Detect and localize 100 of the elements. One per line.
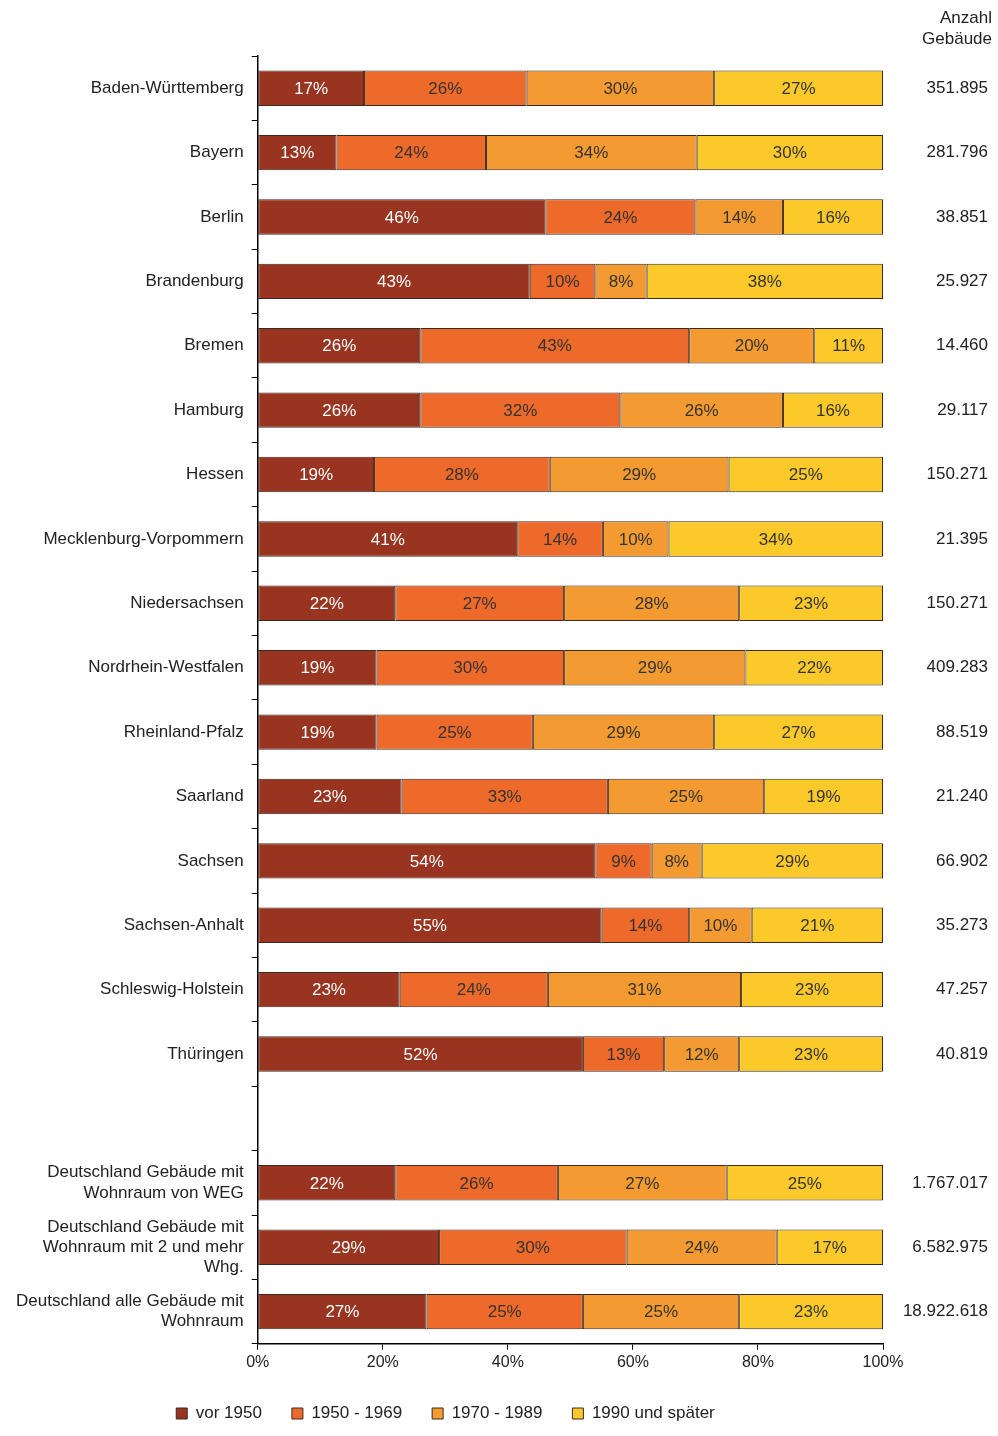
data-label: 17% bbox=[294, 78, 329, 98]
data-label: 30% bbox=[453, 658, 488, 678]
legend-label: 1950 - 1969 bbox=[311, 1403, 403, 1423]
data-label: 27% bbox=[781, 78, 816, 98]
y-tick-label: Saarland bbox=[175, 786, 244, 806]
data-label: 23% bbox=[794, 1044, 829, 1064]
legend-label: 1970 - 1989 bbox=[451, 1403, 543, 1423]
data-label: 32% bbox=[503, 400, 538, 420]
data-label: 55% bbox=[412, 915, 447, 935]
data-label: 28% bbox=[444, 465, 479, 485]
data-label: 25% bbox=[644, 1302, 679, 1322]
x-tick-label: 100% bbox=[862, 1352, 904, 1370]
data-label: 8% bbox=[664, 851, 689, 871]
data-label: 26% bbox=[322, 336, 357, 356]
data-label: 46% bbox=[384, 207, 419, 227]
y-tick-label: Berlin bbox=[200, 206, 244, 226]
data-label: 8% bbox=[608, 272, 634, 292]
data-label: 34% bbox=[758, 529, 793, 549]
text: 18.922.618 bbox=[902, 1301, 988, 1321]
text: 66.902 bbox=[936, 850, 988, 870]
data-label: 33% bbox=[487, 787, 522, 807]
data-label: 19% bbox=[300, 658, 335, 678]
data-label: 21% bbox=[800, 915, 835, 935]
text: 6.582.975 bbox=[912, 1236, 988, 1256]
text: 29.117 bbox=[937, 399, 988, 419]
legend-label: vor 1950 bbox=[195, 1403, 262, 1423]
y-tick-label: Deutschland Gebäude mit Wohnraum von WEG bbox=[47, 1162, 245, 1202]
data-label: 22% bbox=[309, 594, 344, 613]
y-tick-label: Bremen bbox=[184, 335, 244, 355]
y-tick-label: Hamburg bbox=[173, 399, 244, 419]
y-tick-label: Baden-Württemberg bbox=[90, 77, 244, 97]
x-tick-label: 0% bbox=[246, 1352, 270, 1370]
data-label: 31% bbox=[627, 980, 662, 1000]
text: 38.851 bbox=[936, 206, 988, 226]
data-label: 54% bbox=[409, 851, 444, 871]
data-label: 27% bbox=[781, 722, 816, 742]
data-label: 20% bbox=[734, 336, 769, 356]
data-label: 23% bbox=[311, 980, 346, 1000]
data-label: 22% bbox=[797, 658, 832, 678]
text: 88.519 bbox=[936, 721, 988, 741]
data-label: 23% bbox=[794, 1302, 829, 1322]
data-label: 24% bbox=[394, 143, 429, 163]
text: 409.283 bbox=[926, 657, 988, 677]
text: 150.271 bbox=[926, 593, 988, 612]
text: 1.767.017 bbox=[912, 1172, 988, 1192]
data-label: 19% bbox=[300, 722, 335, 742]
data-label: 25% bbox=[437, 722, 472, 742]
x-tick-label: 60% bbox=[616, 1352, 649, 1370]
data-label: 14% bbox=[543, 529, 578, 549]
data-label: 30% bbox=[515, 1237, 550, 1257]
data-label: 29% bbox=[331, 1237, 366, 1257]
data-label: 22% bbox=[309, 1173, 344, 1193]
x-tick-label: 80% bbox=[741, 1352, 774, 1370]
y-tick-label: Sachsen-Anhalt bbox=[123, 914, 245, 934]
y-tick-label: Nordrhein-Westfalen bbox=[88, 657, 244, 677]
text: 21.240 bbox=[936, 786, 988, 806]
data-label: 17% bbox=[812, 1237, 847, 1257]
data-label: 38% bbox=[747, 272, 782, 292]
data-label: 29% bbox=[622, 465, 657, 485]
data-label: 26% bbox=[322, 400, 357, 420]
data-label: 16% bbox=[815, 400, 850, 420]
data-label: 10% bbox=[545, 272, 580, 292]
data-label: 13% bbox=[280, 143, 315, 163]
legend-label: 1990 und später bbox=[591, 1403, 716, 1423]
y-tick-label: Mecklenburg-Vorpommern bbox=[43, 528, 244, 548]
text: 150.271 bbox=[926, 464, 988, 484]
data-label: 29% bbox=[637, 658, 672, 678]
text: Anzahl Gebäude bbox=[922, 7, 992, 48]
data-label: 9% bbox=[611, 851, 636, 871]
x-tick-label: 20% bbox=[366, 1352, 399, 1370]
text: 25.927 bbox=[936, 271, 988, 291]
data-label: 23% bbox=[795, 980, 830, 1000]
text: 40.819 bbox=[936, 1043, 988, 1063]
data-label: 19% bbox=[806, 787, 841, 807]
data-label: 26% bbox=[428, 78, 463, 98]
data-label: 27% bbox=[462, 594, 497, 613]
data-label: 29% bbox=[775, 851, 810, 871]
data-label: 25% bbox=[669, 787, 704, 807]
data-label: 34% bbox=[574, 143, 609, 163]
data-label: 23% bbox=[794, 594, 829, 613]
data-label: 27% bbox=[625, 1173, 660, 1193]
y-tick-label: Niedersachsen bbox=[130, 593, 244, 612]
text: 47.257 bbox=[936, 979, 988, 999]
y-tick-label: Deutschland alle Gebäude mit Wohnraum bbox=[16, 1291, 245, 1331]
data-label: 27% bbox=[325, 1302, 360, 1322]
y-tick-label: Hessen bbox=[186, 464, 244, 484]
data-label: 23% bbox=[312, 787, 347, 807]
data-label: 19% bbox=[299, 465, 334, 485]
data-label: 25% bbox=[787, 1173, 822, 1193]
data-label: 14% bbox=[628, 915, 663, 935]
data-label: 30% bbox=[772, 143, 807, 163]
y-tick-label: Rheinland-Pfalz bbox=[123, 721, 244, 741]
data-label: 28% bbox=[634, 594, 669, 613]
data-label: 24% bbox=[603, 207, 638, 227]
data-label: 30% bbox=[603, 78, 638, 98]
data-label: 16% bbox=[815, 207, 850, 227]
y-tick-label: Brandenburg bbox=[145, 271, 244, 291]
y-tick-label: Schleswig-Holstein bbox=[100, 979, 244, 999]
data-label: 24% bbox=[456, 980, 491, 1000]
data-label: 43% bbox=[376, 272, 412, 292]
